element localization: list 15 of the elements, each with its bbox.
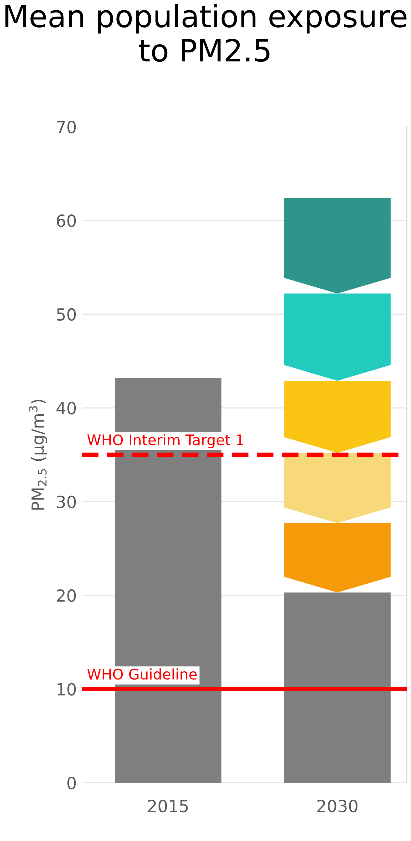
ref-line-label: WHO Interim Target 1 <box>88 434 244 448</box>
y-tick-label: 60 <box>57 214 76 228</box>
y-tick-label: 30 <box>57 496 76 508</box>
y-tick-label: 20 <box>57 590 76 602</box>
x-tick-label: 2030 <box>318 800 358 813</box>
bar <box>284 592 391 783</box>
y-tick-label: 50 <box>57 308 76 321</box>
y-tick-label: 70 <box>57 120 76 134</box>
y-tick-label: 10 <box>58 683 76 696</box>
y-tick-label: 0 <box>68 776 76 790</box>
y-axis-title: PM$_{2.5}$ (μg/m$^{3}$) <box>28 400 48 510</box>
ref-line-label: WHO Guideline <box>88 668 197 680</box>
y-tick-label: 40 <box>56 402 76 415</box>
chart-title: Mean population exposure to PM2.5 <box>6 4 407 62</box>
x-tick-label: 2015 <box>148 800 188 813</box>
